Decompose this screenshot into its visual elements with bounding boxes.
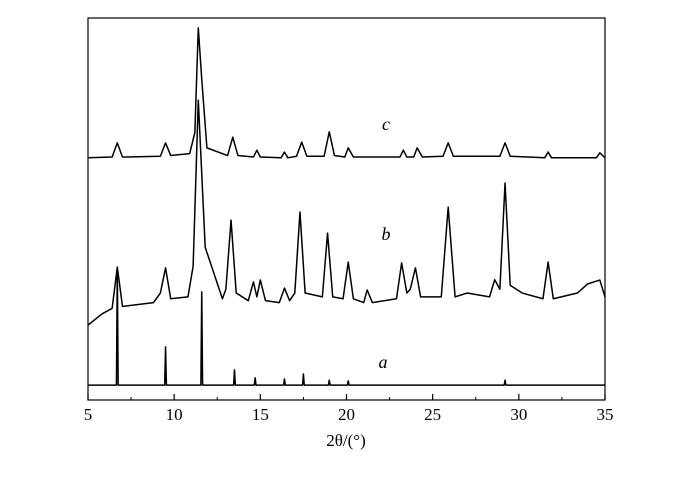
x-tick-label: 35 <box>597 405 614 424</box>
series-line <box>88 267 605 386</box>
series-line <box>87 99 606 326</box>
x-tick-label: 10 <box>166 405 183 424</box>
series-label: a <box>379 352 388 372</box>
x-tick-label: 15 <box>252 405 269 424</box>
x-axis-label: 2θ/(°) <box>326 431 366 450</box>
series-label: c <box>382 114 390 134</box>
x-tick-label: 5 <box>84 405 93 424</box>
x-tick-label: 25 <box>424 405 441 424</box>
x-tick-label: 30 <box>510 405 527 424</box>
plot-frame <box>87 17 606 401</box>
series-label: b <box>382 224 391 244</box>
x-tick-label: 20 <box>338 405 355 424</box>
series-line <box>87 27 606 159</box>
